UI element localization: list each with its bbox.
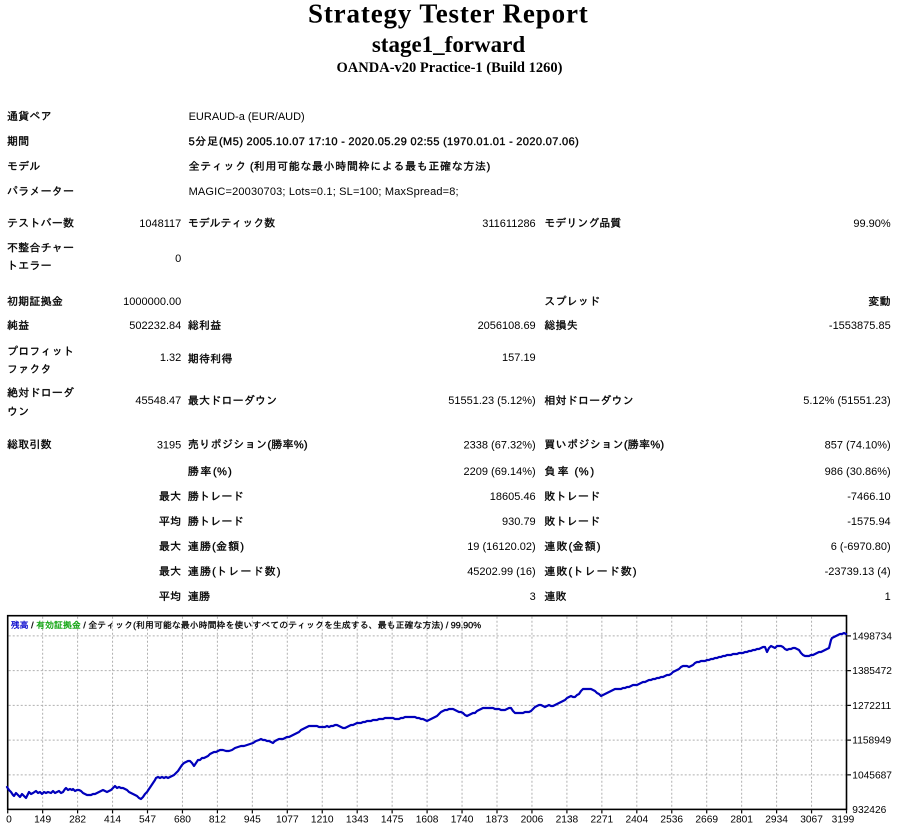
svg-text:812: 812	[209, 815, 226, 826]
svg-text:2934: 2934	[765, 815, 788, 826]
svg-text:311611286: 311611286	[482, 218, 535, 230]
svg-text:2006: 2006	[521, 815, 544, 826]
svg-text:157.19: 157.19	[502, 352, 536, 364]
svg-text:2801: 2801	[730, 815, 753, 826]
svg-text:-1575.94: -1575.94	[847, 516, 890, 528]
svg-text:-7466.10: -7466.10	[847, 491, 890, 503]
svg-text:1385472: 1385472	[852, 666, 892, 677]
svg-text:1158949: 1158949	[852, 736, 891, 747]
svg-text:502232.84: 502232.84	[129, 320, 181, 332]
svg-text:3067: 3067	[800, 815, 823, 826]
svg-text:45202.99 (16): 45202.99 (16)	[467, 566, 536, 578]
svg-text:149: 149	[34, 815, 51, 826]
svg-text:1045687: 1045687	[852, 770, 892, 781]
svg-text:2138: 2138	[556, 815, 579, 826]
svg-text:932426: 932426	[852, 805, 886, 816]
svg-text:986 (30.86%): 986 (30.86%)	[825, 466, 891, 478]
svg-text:1873: 1873	[486, 815, 509, 826]
svg-text:-23739.13 (4): -23739.13 (4)	[825, 566, 891, 578]
svg-text:2338 (67.32%): 2338 (67.32%)	[464, 439, 536, 451]
svg-text:1000000.00: 1000000.00	[123, 296, 181, 308]
svg-text:5.12% (51551.23): 5.12% (51551.23)	[803, 395, 890, 407]
svg-text:2669: 2669	[695, 815, 718, 826]
svg-text:stage1_forward: stage1_forward	[372, 32, 526, 57]
svg-text:51551.23 (5.12%): 51551.23 (5.12%)	[448, 395, 535, 407]
svg-text:-1553875.85: -1553875.85	[829, 320, 891, 332]
svg-text:1475: 1475	[381, 815, 404, 826]
svg-text:1740: 1740	[451, 815, 474, 826]
svg-text:680: 680	[174, 815, 191, 826]
svg-text:945: 945	[244, 815, 261, 826]
svg-text:6 (-6970.80): 6 (-6970.80)	[831, 541, 891, 553]
svg-text:3199: 3199	[832, 815, 855, 826]
svg-text:1210: 1210	[311, 815, 334, 826]
svg-text:857 (74.10%): 857 (74.10%)	[825, 439, 891, 451]
svg-text:18605.46: 18605.46	[490, 491, 536, 503]
svg-text:EURAUD-a (EUR/AUD): EURAUD-a (EUR/AUD)	[189, 111, 305, 123]
svg-text:2209 (69.14%): 2209 (69.14%)	[464, 466, 536, 478]
svg-text:1272211: 1272211	[852, 701, 891, 712]
svg-text:2536: 2536	[660, 815, 683, 826]
svg-text:0: 0	[6, 815, 12, 826]
svg-text:2404: 2404	[625, 815, 648, 826]
svg-text:99.90%: 99.90%	[853, 218, 891, 230]
svg-text:19 (16120.02): 19 (16120.02)	[467, 541, 536, 553]
svg-text:1048117: 1048117	[139, 218, 181, 230]
svg-text:2056108.69: 2056108.69	[478, 320, 536, 332]
svg-text:3: 3	[530, 591, 536, 603]
svg-text:0: 0	[175, 253, 181, 265]
svg-text:414: 414	[104, 815, 121, 826]
svg-text:3195: 3195	[157, 439, 181, 451]
svg-text:1343: 1343	[346, 815, 369, 826]
svg-text:1: 1	[885, 591, 891, 603]
svg-text:2271: 2271	[591, 815, 614, 826]
svg-text:930.79: 930.79	[502, 516, 536, 528]
svg-text:1077: 1077	[276, 815, 299, 826]
svg-text:547: 547	[139, 815, 156, 826]
svg-text:1498734: 1498734	[852, 632, 892, 643]
svg-text:OANDA-v20 Practice-1 (Build 12: OANDA-v20 Practice-1 (Build 1260)	[337, 60, 563, 76]
svg-text:Strategy Tester Report: Strategy Tester Report	[308, 0, 589, 29]
svg-text:45548.47: 45548.47	[135, 395, 181, 407]
svg-text:1608: 1608	[416, 815, 439, 826]
svg-text:MAGIC=20030703; Lots=0.1; SL=1: MAGIC=20030703; Lots=0.1; SL=100; MaxSpr…	[189, 186, 459, 198]
svg-text:282: 282	[69, 815, 86, 826]
svg-text:1.32: 1.32	[160, 352, 181, 364]
